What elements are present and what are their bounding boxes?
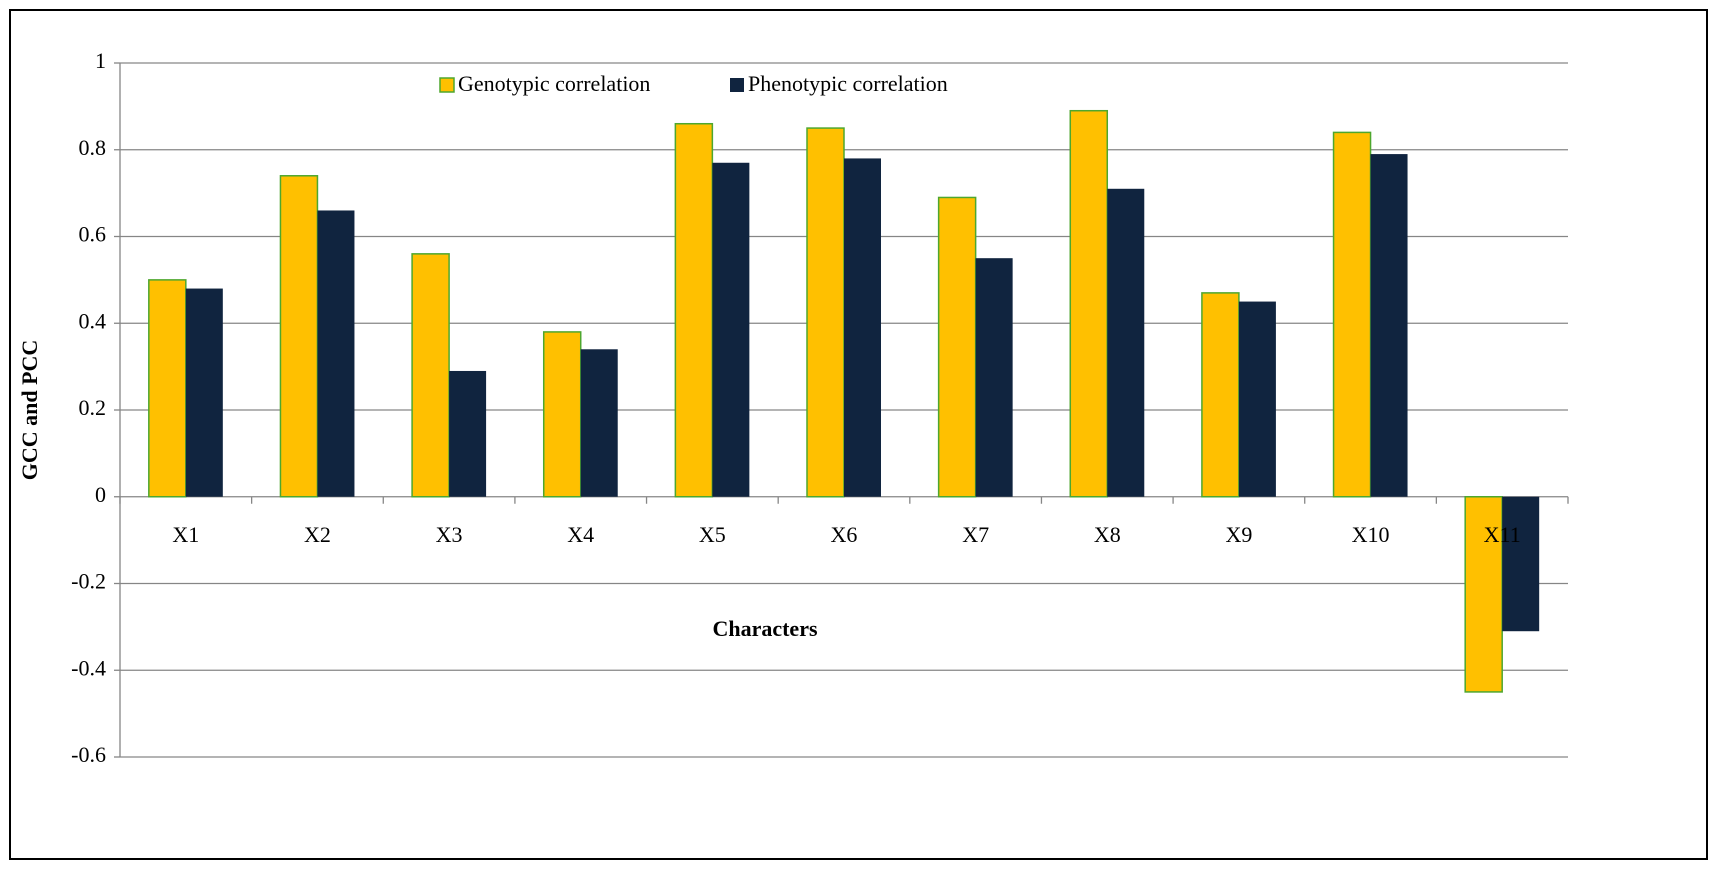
bar — [411, 253, 450, 498]
x-tick-label: X11 — [1484, 522, 1521, 547]
x-tick-label: X3 — [436, 522, 463, 547]
bar — [1332, 131, 1372, 498]
bar — [542, 331, 582, 498]
bar — [674, 122, 714, 498]
x-axis-title: Characters — [712, 616, 818, 641]
bar — [1201, 292, 1240, 498]
y-tick-label: 1 — [95, 48, 106, 73]
bar — [844, 158, 881, 497]
x-tick-label: X8 — [1094, 522, 1121, 547]
x-tick-label: X5 — [699, 522, 726, 547]
legend-label: Phenotypic correlation — [748, 71, 948, 96]
y-tick-label: 0.4 — [79, 308, 107, 333]
bar — [1370, 154, 1408, 497]
x-tick-label: X4 — [567, 522, 594, 547]
y-tick-label: -0.2 — [71, 569, 106, 594]
bar — [1238, 301, 1276, 497]
x-tick-label: X2 — [304, 522, 331, 547]
bar — [1107, 188, 1145, 497]
x-tick-label: X1 — [172, 522, 199, 547]
legend-label: Genotypic correlation — [458, 71, 650, 96]
y-tick-label: 0.2 — [79, 395, 107, 420]
bar — [1069, 109, 1109, 498]
bar — [317, 210, 355, 497]
x-tick-label: X10 — [1352, 522, 1390, 547]
bar — [937, 196, 977, 498]
y-axis-title: GCC and PCC — [17, 340, 42, 481]
bar — [279, 175, 319, 498]
x-tick-label: X7 — [962, 522, 989, 547]
legend-swatch — [730, 78, 744, 92]
y-tick-label: -0.4 — [71, 655, 106, 680]
y-tick-label: 0.8 — [79, 135, 107, 160]
bar — [1502, 496, 1540, 632]
bar — [712, 162, 750, 497]
bar — [449, 370, 487, 497]
bar — [580, 349, 618, 497]
x-tick-label: X9 — [1225, 522, 1252, 547]
x-tick-label: X6 — [831, 522, 858, 547]
y-tick-label: 0.6 — [79, 222, 107, 247]
legend-swatch — [439, 77, 455, 93]
bar — [975, 258, 1013, 497]
bar — [148, 279, 187, 498]
y-tick-label: 0 — [95, 482, 106, 507]
y-tick-label: -0.6 — [71, 742, 106, 767]
bar — [185, 288, 223, 497]
bar — [806, 127, 845, 498]
